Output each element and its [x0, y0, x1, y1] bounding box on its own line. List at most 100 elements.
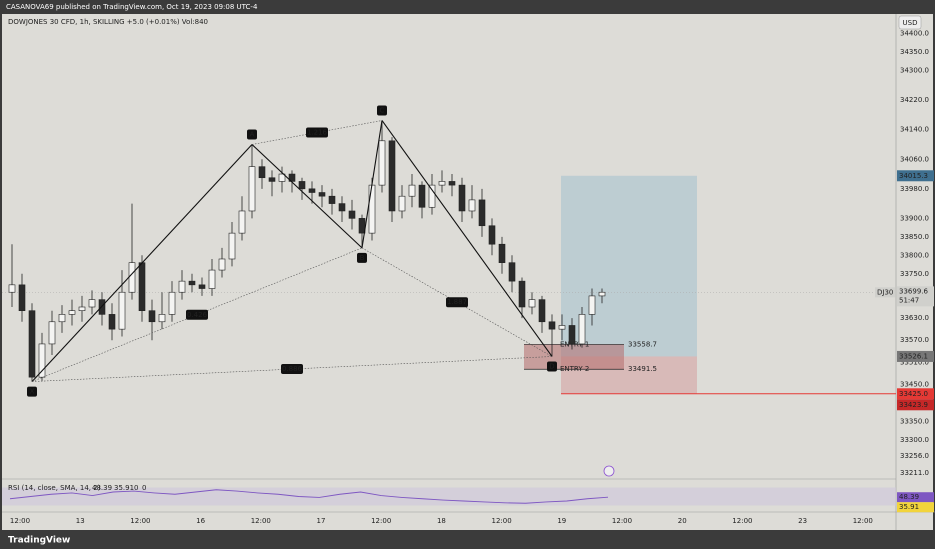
y-tick-label: 34220.0: [900, 96, 929, 104]
y-tick-label: 33300.0: [900, 436, 929, 444]
point-label: X: [30, 388, 35, 396]
symbol-line: DOWJONES 30 CFD, 1h, SKILLING +5.0 (+0.0…: [8, 18, 208, 26]
candle-body: [18, 284, 26, 311]
candle-body: [158, 314, 166, 323]
candle-body: [208, 269, 216, 289]
candle-body: [468, 199, 476, 212]
x-tick-label: 20: [678, 517, 687, 525]
currency: USD: [903, 19, 918, 27]
x-tick-label: 12:00: [251, 517, 271, 525]
candle-body: [348, 210, 356, 219]
currency-button[interactable]: [898, 15, 922, 30]
candle-body: [138, 262, 146, 311]
y-tick-label: 34060.0: [900, 155, 929, 163]
point-box: [357, 252, 367, 263]
price-tag: [897, 350, 934, 362]
x-tick-label: 12:00: [10, 517, 30, 525]
candle-body: [478, 199, 486, 227]
entry-label: ENTRY 2: [560, 365, 589, 373]
candle-body: [318, 192, 326, 197]
candle-body: [598, 291, 606, 297]
price-tag: [897, 170, 934, 182]
candle-body: [508, 262, 516, 282]
candle-body: [578, 314, 586, 345]
entry-zone: [524, 344, 624, 370]
candle-body: [28, 310, 36, 378]
y-tick-label: 34140.0: [900, 126, 929, 134]
candle-body: [98, 299, 106, 315]
alert-icon[interactable]: [603, 465, 615, 477]
x-tick-label: 12:00: [492, 517, 512, 525]
candle-body: [188, 280, 196, 286]
rsi-sma: 35.91: [114, 484, 134, 492]
price-tag: [897, 388, 934, 400]
candle-body: [588, 295, 596, 315]
sma-tag-label: 35.91: [899, 503, 919, 511]
x-tick-label: 13: [76, 517, 85, 525]
y-tick-label: 33510.0: [900, 358, 929, 366]
y-tick-label: 34350.0: [900, 48, 929, 56]
y-tick-label: 33800.0: [900, 251, 929, 259]
candle-body: [438, 181, 446, 186]
pattern-leg: [381, 120, 553, 357]
symbol: DJ30: [877, 288, 893, 296]
y-tick-label: 33750.0: [900, 270, 929, 278]
point-box: [247, 129, 257, 140]
candle-body: [268, 177, 276, 182]
candle-body: [358, 218, 366, 234]
point-box: [547, 361, 557, 372]
last-price-tag: [897, 286, 934, 307]
point-label: D: [549, 362, 554, 370]
candle-body: [378, 140, 386, 186]
candle-body: [298, 181, 306, 190]
entry-value: 33558.7: [628, 340, 657, 348]
candle-body: [178, 280, 186, 293]
rsi-line: [9, 489, 609, 504]
y-tick-label: 33211.0: [900, 469, 929, 477]
candle-body: [108, 314, 116, 330]
candle-body: [68, 310, 76, 315]
ratio-box: [186, 309, 208, 320]
y-tick-label: 33900.0: [900, 214, 929, 222]
price-tag-label: 34015.3: [899, 172, 928, 180]
candle-body: [248, 166, 256, 212]
publisher: CASANOVA69 published on TradingView.com,…: [6, 3, 258, 11]
candle-body: [458, 184, 466, 212]
candle-body: [518, 280, 526, 308]
price-tag-label: 33526.1: [899, 352, 928, 360]
rsi-value: 48.39: [92, 484, 112, 492]
candle-body: [558, 325, 566, 330]
ratio-box: [446, 297, 468, 308]
candle-body: [538, 299, 546, 323]
sma-tag: [897, 502, 934, 513]
candle-body: [488, 225, 496, 245]
countdown: 51:47: [899, 296, 919, 304]
y-tick-label: 33980.0: [900, 185, 929, 193]
point-label: C: [380, 106, 385, 114]
x-tick-label: 12:00: [732, 517, 752, 525]
candle-body: [78, 306, 86, 311]
price-tag: [897, 399, 934, 411]
candle-body: [128, 262, 136, 293]
ratio-label: 1.216: [307, 128, 328, 136]
symbol-tag: [875, 287, 895, 298]
ratio-label: 0.886: [282, 365, 303, 373]
candle-body: [238, 210, 246, 234]
point-label: B: [360, 254, 365, 262]
candle-body: [448, 181, 456, 186]
ratio-label: 1.887: [447, 298, 467, 306]
y-tick-label: 33850.0: [900, 233, 929, 241]
x-tick-label: 18: [437, 517, 446, 525]
x-tick-label: 12:00: [371, 517, 391, 525]
pattern-leg: [31, 144, 253, 382]
candle-body: [88, 299, 96, 308]
point-box: [27, 386, 37, 397]
point-box: [377, 105, 387, 116]
x-tick-label: 12:00: [612, 517, 632, 525]
candle-body: [278, 173, 286, 182]
candle-body: [498, 243, 506, 263]
candle-body: [328, 195, 336, 204]
ratio-label: 0.426: [187, 311, 208, 319]
y-tick-label: 34400.0: [900, 30, 929, 38]
candle-body: [258, 166, 266, 179]
